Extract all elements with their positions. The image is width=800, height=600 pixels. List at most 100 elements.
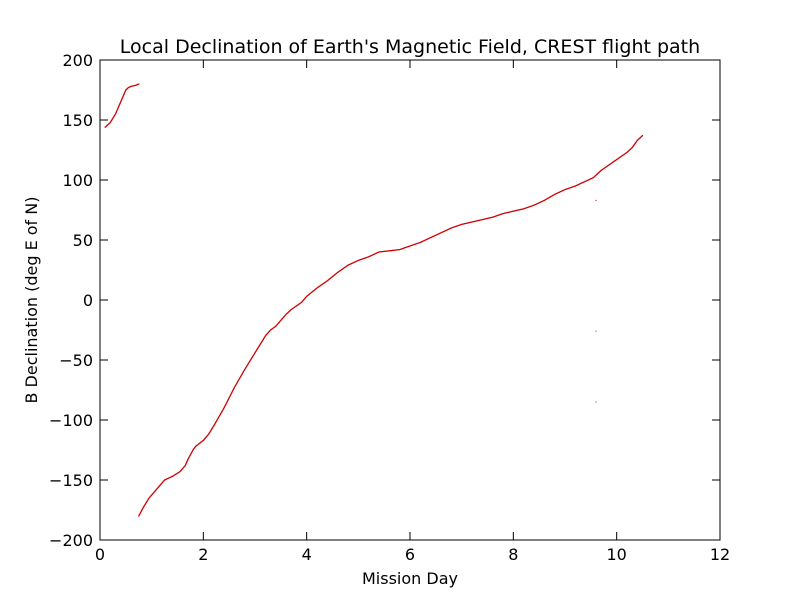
data-point [209, 431, 211, 433]
data-point [547, 197, 550, 199]
data-point [144, 503, 147, 505]
data-point [313, 289, 315, 292]
data-point [483, 218, 485, 220]
data-point [229, 396, 231, 398]
data-point [399, 249, 401, 251]
data-point [479, 219, 481, 221]
data-point [552, 194, 554, 196]
data-point [238, 379, 240, 381]
x-tick-label: 12 [710, 545, 730, 564]
data-point [385, 250, 387, 252]
data-point [134, 84, 136, 87]
data-point [435, 234, 437, 236]
data-point [421, 241, 423, 243]
data-point [510, 211, 512, 213]
data-point [369, 255, 371, 257]
data-point [515, 209, 517, 212]
data-point [354, 261, 356, 263]
data-point [532, 204, 534, 207]
data-point [112, 116, 115, 118]
data-point [227, 399, 229, 401]
data-point [439, 232, 441, 234]
data-point [474, 220, 476, 222]
data-point [170, 476, 172, 478]
data-point [343, 267, 345, 269]
data-point [540, 201, 542, 203]
data-point [613, 160, 615, 162]
data-point [489, 217, 491, 219]
data-point [526, 206, 528, 209]
data-point [228, 397, 230, 399]
data-point [134, 84, 137, 86]
data-point [509, 211, 511, 213]
data-point [524, 207, 526, 209]
data-point [464, 222, 466, 225]
data-point [321, 283, 323, 285]
data-point [296, 304, 298, 307]
data-point [396, 249, 398, 251]
data-point [469, 221, 471, 224]
data-point [603, 167, 605, 169]
data-point [495, 215, 497, 217]
data-point [378, 251, 380, 253]
data-point [611, 162, 613, 164]
data-point [633, 144, 635, 146]
data-point [138, 515, 140, 517]
data-point [124, 90, 126, 93]
data-point [607, 164, 609, 167]
data-point [186, 460, 188, 462]
data-point [553, 194, 555, 196]
data-point [221, 411, 223, 413]
data-point [542, 200, 544, 202]
data-point [344, 266, 347, 268]
data-point [189, 454, 192, 456]
data-point [569, 187, 571, 189]
data-point [320, 284, 323, 286]
data-point [412, 244, 414, 246]
data-point [533, 204, 535, 206]
data-point [110, 120, 112, 122]
data-point [121, 98, 123, 100]
data-point [213, 425, 215, 427]
data-point [112, 117, 114, 119]
data-point [486, 217, 489, 219]
data-point [239, 377, 241, 379]
data-point [355, 260, 357, 262]
data-point [333, 274, 335, 276]
data-point [508, 211, 510, 213]
data-point [171, 476, 173, 478]
data-point [426, 238, 428, 240]
data-point [228, 398, 230, 400]
data-point [580, 182, 583, 184]
data-point [230, 394, 232, 396]
data-point [432, 236, 434, 238]
data-point [122, 96, 124, 98]
data-point [262, 339, 264, 341]
data-point [271, 328, 274, 330]
data-point [536, 203, 538, 205]
data-point [164, 479, 166, 481]
y-tick-label: 50 [73, 231, 93, 250]
data-point [618, 157, 620, 159]
data-point [120, 99, 123, 101]
data-point [475, 220, 477, 222]
data-point [445, 229, 448, 231]
data-point [592, 177, 594, 179]
data-point [318, 286, 320, 288]
data-point [376, 252, 378, 254]
data-point [349, 263, 351, 265]
data-point [580, 182, 582, 185]
data-point [300, 302, 302, 304]
data-point [368, 255, 370, 258]
data-point [379, 251, 382, 253]
data-point [366, 256, 368, 258]
data-point [582, 181, 584, 184]
data-point [480, 219, 482, 221]
data-point [238, 378, 241, 380]
data-point [225, 403, 227, 406]
data-point [122, 95, 124, 97]
data-point [507, 211, 509, 213]
data-point [491, 216, 493, 218]
data-point [610, 163, 612, 165]
data-point [545, 198, 547, 200]
